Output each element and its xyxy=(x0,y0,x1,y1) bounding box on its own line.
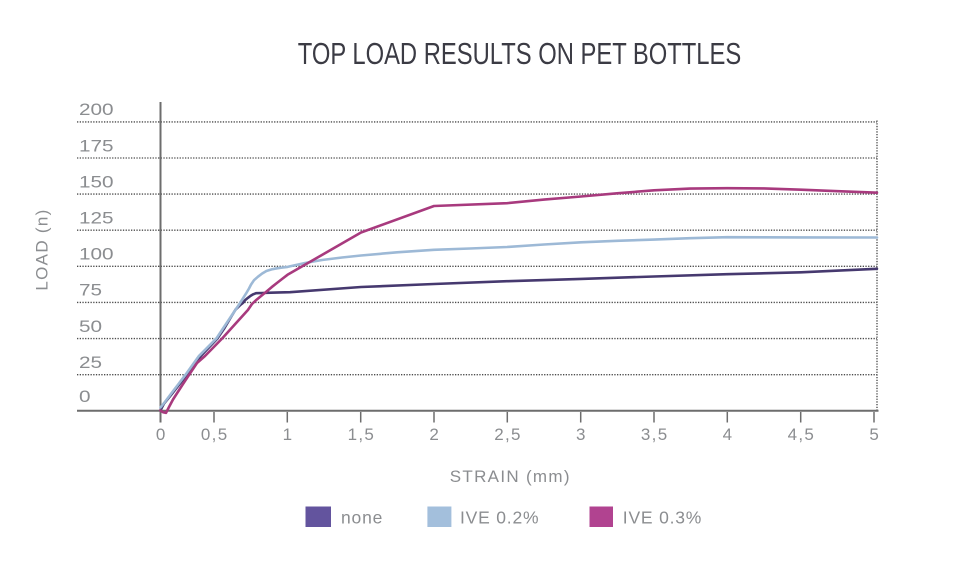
svg-text:none: none xyxy=(341,508,383,528)
svg-text:2: 2 xyxy=(429,425,440,444)
svg-text:4,5: 4,5 xyxy=(788,425,816,444)
svg-text:200: 200 xyxy=(79,101,114,120)
svg-text:175: 175 xyxy=(79,137,114,156)
svg-text:25: 25 xyxy=(79,354,102,373)
svg-text:LOAD (n): LOAD (n) xyxy=(33,208,52,290)
svg-text:1,5: 1,5 xyxy=(348,425,376,444)
svg-text:5: 5 xyxy=(869,425,880,444)
svg-text:3,5: 3,5 xyxy=(641,425,669,444)
svg-text:125: 125 xyxy=(79,209,114,228)
svg-text:IVE 0.2%: IVE 0.2% xyxy=(460,508,539,528)
svg-text:1: 1 xyxy=(283,425,294,444)
svg-text:STRAIN (mm): STRAIN (mm) xyxy=(450,467,571,486)
svg-text:150: 150 xyxy=(79,173,114,192)
svg-text:3: 3 xyxy=(576,425,587,444)
svg-text:75: 75 xyxy=(79,281,102,300)
svg-text:0,5: 0,5 xyxy=(201,425,229,444)
svg-text:4: 4 xyxy=(723,425,734,444)
svg-text:0: 0 xyxy=(79,388,91,407)
svg-text:0: 0 xyxy=(156,425,167,444)
svg-text:50: 50 xyxy=(79,318,102,337)
svg-text:100: 100 xyxy=(79,245,114,264)
svg-text:IVE 0.3%: IVE 0.3% xyxy=(623,508,702,528)
svg-text:2,5: 2,5 xyxy=(494,425,522,444)
